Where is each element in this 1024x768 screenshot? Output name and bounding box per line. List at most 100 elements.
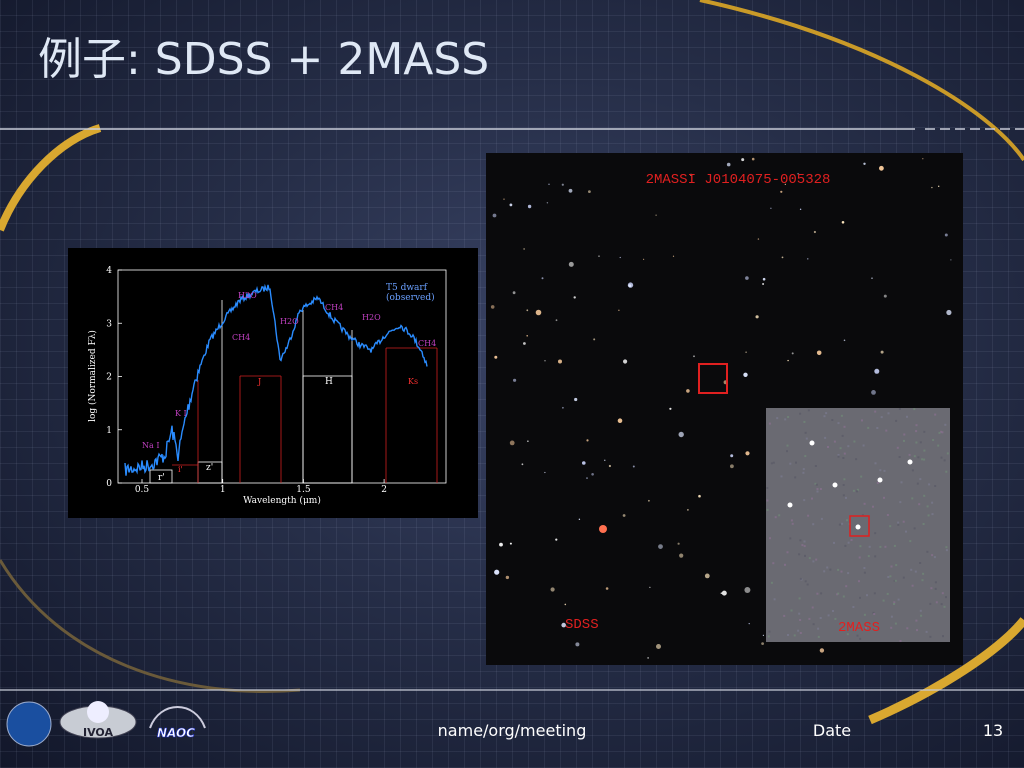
star (730, 454, 734, 458)
noise (774, 516, 777, 519)
noise (772, 562, 775, 565)
noise (932, 439, 935, 441)
star (523, 248, 525, 250)
noise (812, 560, 815, 563)
noise (837, 422, 840, 425)
star (575, 642, 580, 647)
noise (856, 490, 858, 493)
star (946, 309, 952, 316)
star (669, 407, 672, 410)
noise (894, 622, 897, 625)
noise (768, 422, 771, 425)
feature: CH4 (232, 333, 250, 342)
white-lines (221, 300, 353, 483)
noise (825, 412, 828, 415)
noise (897, 521, 900, 524)
noise (840, 414, 843, 417)
noise (867, 555, 870, 558)
figure-bg (68, 248, 478, 518)
noise (922, 523, 925, 525)
star (730, 464, 734, 469)
star (656, 644, 661, 649)
x-tick-label: 1.5 (296, 485, 311, 495)
target-box (849, 515, 870, 537)
star (748, 623, 750, 625)
noise (921, 458, 924, 461)
logos: IVOA NAOC (6, 701, 206, 747)
object-label: 2MASSI J0104075-005328 (646, 172, 831, 188)
noise (867, 426, 870, 429)
noise (925, 630, 928, 633)
star (751, 157, 755, 161)
noise (916, 482, 919, 485)
noise (786, 551, 789, 554)
star (647, 657, 649, 659)
star (544, 360, 546, 362)
x-tick-label: 1 (220, 485, 226, 495)
star (686, 389, 690, 393)
slide-title: 例子: SDSS + 2MASS (38, 34, 489, 85)
star (622, 514, 626, 517)
logo (87, 701, 109, 723)
star (521, 463, 524, 466)
star (588, 190, 591, 194)
star (807, 258, 809, 260)
logo-text: NAOC (157, 726, 195, 740)
star (832, 482, 838, 488)
noise (807, 514, 810, 517)
noise (811, 497, 813, 500)
noise (934, 413, 937, 416)
spectrum-curve (124, 283, 428, 476)
star (593, 338, 596, 341)
star (755, 315, 759, 319)
noise (823, 570, 826, 573)
star (883, 294, 887, 298)
star (598, 255, 600, 257)
noise (874, 532, 877, 535)
noise (804, 431, 807, 434)
star (555, 319, 558, 322)
star (618, 309, 620, 311)
noise (852, 606, 855, 608)
noise (919, 478, 922, 481)
noise (766, 508, 769, 511)
star (841, 221, 845, 224)
star (490, 305, 495, 309)
noise (887, 576, 890, 578)
noise (897, 523, 900, 526)
noise (893, 601, 896, 604)
noise (911, 497, 914, 500)
star (799, 208, 802, 210)
star (604, 459, 606, 461)
noise (860, 475, 863, 478)
star (619, 256, 621, 259)
noise (884, 545, 887, 548)
star (757, 238, 760, 240)
star (561, 183, 564, 186)
star (499, 542, 503, 547)
star (544, 471, 546, 474)
noise (915, 441, 918, 444)
noise (799, 539, 802, 542)
noise (913, 527, 916, 530)
logo (149, 706, 206, 729)
noise (798, 597, 801, 600)
noise (841, 522, 844, 525)
noise (793, 634, 796, 637)
noise (915, 424, 918, 427)
decor-arc (699, 0, 1024, 162)
noise (944, 423, 947, 426)
noise (839, 447, 842, 450)
star (744, 587, 751, 593)
noise (829, 568, 832, 571)
noise (778, 514, 781, 517)
star (568, 261, 574, 267)
star (617, 418, 623, 424)
noise (908, 453, 911, 456)
star (784, 183, 786, 185)
noise (843, 478, 846, 481)
noise (889, 525, 892, 528)
noise (874, 410, 877, 413)
noise (768, 630, 771, 633)
